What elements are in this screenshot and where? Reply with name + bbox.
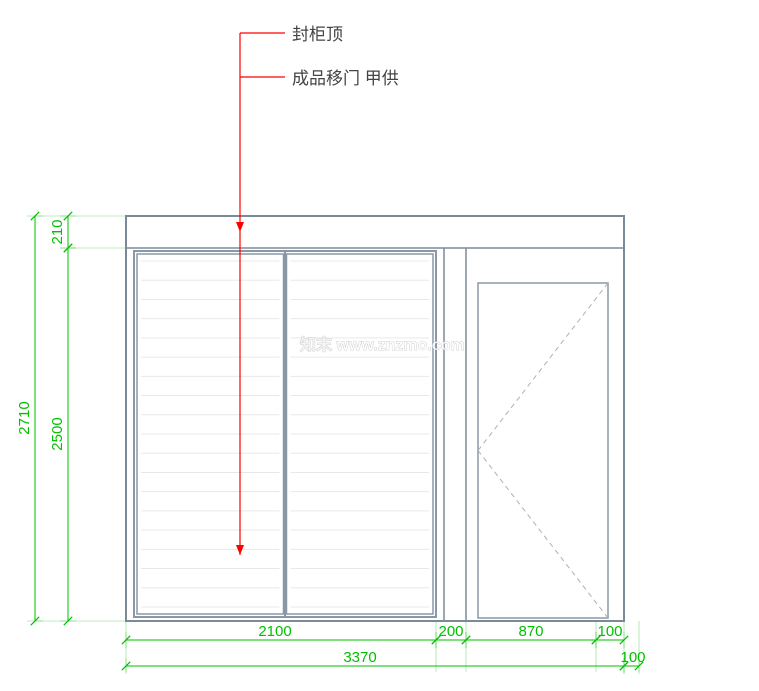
- annotation-text-2: 成品移门 甲供: [292, 69, 399, 88]
- dim-v-total: 2710: [16, 212, 43, 625]
- svg-text:2710: 2710: [16, 401, 33, 434]
- svg-text:210: 210: [49, 219, 66, 244]
- dim-h-100b: 100: [620, 649, 646, 674]
- sliding-door-right: [287, 254, 434, 614]
- dim-v-lower: 2500: [49, 244, 76, 625]
- svg-text:100: 100: [597, 623, 622, 640]
- svg-text:200: 200: [438, 623, 463, 640]
- dim-h-200: 200: [432, 623, 470, 648]
- svg-text:3370: 3370: [343, 649, 376, 666]
- svg-text:2100: 2100: [258, 623, 291, 640]
- svg-text:870: 870: [518, 623, 543, 640]
- annotation-text-1: 封柜顶: [292, 25, 343, 44]
- dim-h-100a: 100: [592, 623, 628, 648]
- dim-v-upper: 210: [49, 212, 76, 252]
- sliding-door-left: [137, 254, 284, 614]
- svg-text:2500: 2500: [49, 417, 66, 450]
- dim-h-870: 870: [462, 623, 600, 648]
- dim-h-total: 3370: [122, 649, 628, 674]
- swing-door-panel: [478, 283, 608, 618]
- dim-h-2100: 2100: [122, 623, 440, 648]
- watermark: 知末 www.znzmo.com: [300, 335, 465, 354]
